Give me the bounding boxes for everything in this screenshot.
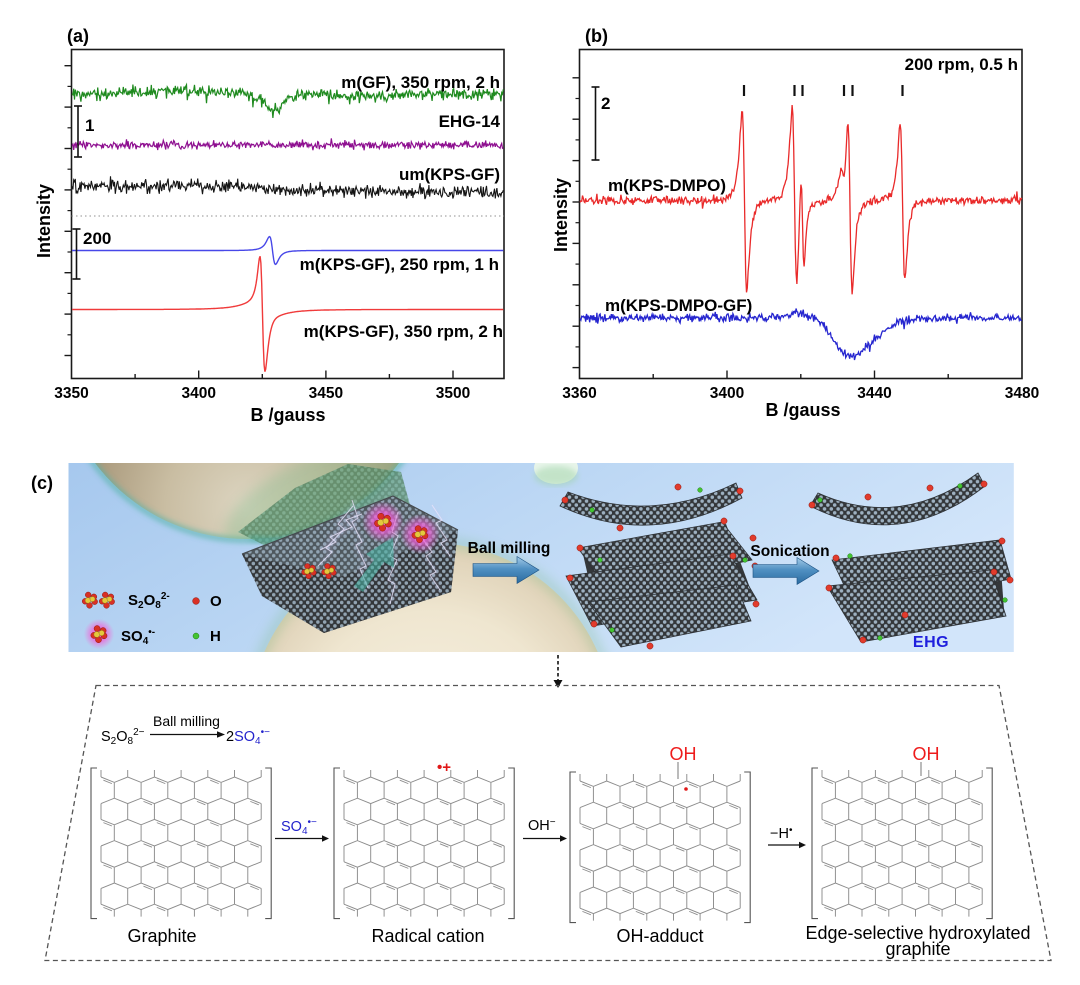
svg-text:OH−: OH− (528, 817, 556, 834)
svg-text:3500: 3500 (436, 385, 470, 402)
svg-text:3360: 3360 (562, 385, 596, 402)
svg-text:Intensity: Intensity (34, 184, 54, 258)
svg-text:3400: 3400 (181, 385, 215, 402)
svg-text:m(KPS-DMPO-GF): m(KPS-DMPO-GF) (605, 296, 752, 315)
svg-text:m(GF), 350 rpm, 2 h: m(GF), 350 rpm, 2 h (341, 73, 500, 92)
svg-text:Graphite: Graphite (127, 926, 196, 946)
svg-text:OH: OH (913, 744, 940, 764)
svg-text:B /gauss: B /gauss (765, 400, 840, 420)
svg-text:Intensity: Intensity (551, 178, 571, 252)
svg-text:H: H (210, 628, 221, 645)
svg-text:m(KPS-DMPO): m(KPS-DMPO) (608, 176, 726, 195)
svg-text:•+: •+ (437, 759, 451, 776)
svg-text:Ball milling: Ball milling (153, 713, 220, 729)
svg-text:(c): (c) (31, 473, 53, 493)
svg-text:m(KPS-GF), 250 rpm, 1 h: m(KPS-GF), 250 rpm, 1 h (300, 255, 499, 274)
svg-text:Ball milling: Ball milling (468, 540, 551, 557)
svg-text:(b): (b) (585, 26, 608, 46)
svg-text:(a): (a) (67, 26, 89, 46)
svg-text:m(KPS-GF), 350 rpm, 2 h: m(KPS-GF), 350 rpm, 2 h (304, 322, 503, 341)
svg-text:Edge-selective hydroxylated: Edge-selective hydroxylated (805, 923, 1030, 943)
svg-text:B /gauss: B /gauss (250, 405, 325, 425)
svg-text:3480: 3480 (1005, 385, 1039, 402)
svg-text:Sonication: Sonication (750, 543, 829, 560)
svg-text:2SO4•−: 2SO4•− (226, 727, 270, 747)
svg-text:EHG: EHG (913, 634, 949, 651)
svg-text:SO4•−: SO4•− (281, 817, 317, 837)
svg-text:O: O (210, 593, 222, 610)
svg-text:graphite: graphite (885, 939, 950, 959)
svg-text:−H•: −H• (770, 825, 793, 842)
svg-text:3350: 3350 (54, 385, 88, 402)
svg-text:3440: 3440 (857, 385, 891, 402)
svg-text:3400: 3400 (710, 385, 744, 402)
svg-text:200 rpm, 0.5 h: 200 rpm, 0.5 h (905, 55, 1018, 74)
svg-text:Radical cation: Radical cation (371, 926, 484, 946)
svg-text:EHG-14: EHG-14 (439, 112, 501, 131)
svg-text:200: 200 (83, 229, 111, 248)
svg-text:um(KPS-GF): um(KPS-GF) (399, 165, 500, 184)
svg-text:1: 1 (85, 116, 94, 135)
svg-text:OH: OH (670, 744, 697, 764)
svg-text:3450: 3450 (309, 385, 343, 402)
svg-text:OH-adduct: OH-adduct (616, 926, 703, 946)
svg-text:S2O82−: S2O82− (101, 727, 145, 747)
svg-text:SO4•-: SO4•- (121, 627, 155, 647)
svg-text:2: 2 (601, 94, 610, 113)
svg-text:S2O82-: S2O82- (128, 591, 170, 611)
